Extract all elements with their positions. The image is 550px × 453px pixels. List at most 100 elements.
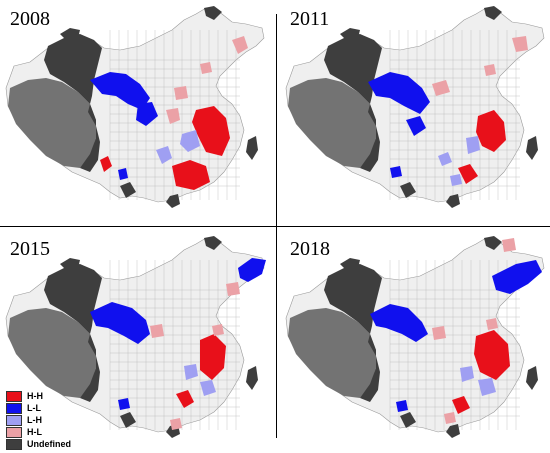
legend-label-undefined: Undefined xyxy=(27,439,71,449)
cluster-hl xyxy=(432,80,450,96)
legend-swatch-undefined xyxy=(6,438,22,450)
undefined-region xyxy=(324,264,382,402)
undefined-region xyxy=(324,34,382,172)
cluster-ll xyxy=(370,304,428,342)
legend-item-undefined: Undefined xyxy=(6,438,71,450)
legend-item-lh: L-H xyxy=(6,414,71,426)
undefined-region xyxy=(484,236,502,250)
cluster-hh xyxy=(172,160,210,190)
map-legend: H-H L-L L-H H-L Undefined xyxy=(6,390,71,450)
legend-item-hl: H-L xyxy=(6,426,71,438)
cluster-ll xyxy=(136,102,158,126)
legend-label-hh: H-H xyxy=(27,391,43,401)
undefined-region xyxy=(44,264,102,402)
map-panel-2015: 2015 xyxy=(0,230,270,452)
legend-swatch-hl xyxy=(6,426,22,438)
cluster-ll xyxy=(90,302,150,344)
map-panel-2018: 2018 xyxy=(280,230,550,452)
tibet-qinghai-region xyxy=(288,308,376,398)
undefined-region xyxy=(60,258,80,270)
cluster-hl xyxy=(174,86,188,100)
cluster-hl xyxy=(484,64,496,76)
map-panel-2008: 2008 xyxy=(0,0,270,222)
undefined-region xyxy=(340,28,360,40)
cluster-lh xyxy=(156,146,172,164)
undefined-region xyxy=(120,182,136,198)
legend-label-hl: H-L xyxy=(27,427,42,437)
map-panel-2011: 2011 xyxy=(280,0,550,222)
cluster-ll xyxy=(118,398,130,410)
cluster-ll xyxy=(238,258,266,282)
undefined-region xyxy=(44,34,102,172)
cluster-hl xyxy=(226,282,240,296)
legend-item-hh: H-H xyxy=(6,390,71,402)
cluster-hl xyxy=(170,418,182,430)
cluster-hl xyxy=(200,62,212,74)
undefined-region xyxy=(526,366,538,390)
legend-label-ll: L-L xyxy=(27,403,41,413)
legend-swatch-lh xyxy=(6,414,22,426)
cluster-ll xyxy=(406,116,426,136)
year-label: 2008 xyxy=(10,8,50,30)
cluster-hl xyxy=(232,36,248,54)
china-map-2015 xyxy=(5,236,266,438)
cluster-hh xyxy=(176,390,194,408)
tibet-qinghai-region xyxy=(8,308,96,398)
cluster-lh xyxy=(466,136,480,154)
cluster-hl xyxy=(150,324,164,338)
cluster-ll xyxy=(90,72,150,110)
china-map-2008 xyxy=(5,6,265,208)
cluster-lh xyxy=(200,380,216,396)
cluster-hh xyxy=(476,110,506,152)
cluster-hl xyxy=(432,326,446,340)
china-map-2018 xyxy=(285,236,545,438)
cluster-hl xyxy=(512,36,528,52)
tibet-qinghai-region xyxy=(288,78,376,168)
undefined-region xyxy=(446,194,460,208)
cluster-lh xyxy=(438,152,452,166)
cluster-lh xyxy=(460,366,474,382)
cluster-hl xyxy=(486,318,498,330)
undefined-region xyxy=(60,28,80,40)
cluster-hh xyxy=(474,330,510,380)
cluster-ll xyxy=(118,168,128,180)
undefined-region xyxy=(446,424,460,438)
year-label: 2018 xyxy=(290,238,330,260)
undefined-region xyxy=(166,194,180,208)
undefined-region xyxy=(400,412,416,428)
undefined-region xyxy=(400,182,416,198)
year-label: 2011 xyxy=(290,8,330,30)
cluster-hh xyxy=(100,156,112,172)
tibet-qinghai-region xyxy=(8,78,96,168)
cluster-hl xyxy=(212,324,224,336)
cluster-ll xyxy=(396,400,408,412)
legend-swatch-hh xyxy=(6,390,22,402)
cluster-hh xyxy=(452,396,470,414)
cluster-hh xyxy=(458,164,478,184)
cluster-ll xyxy=(492,260,542,294)
undefined-region xyxy=(246,366,258,390)
cluster-lh xyxy=(180,130,200,152)
year-label: 2015 xyxy=(10,238,50,260)
legend-item-ll: L-L xyxy=(6,402,71,414)
china-map-2011 xyxy=(285,6,545,208)
cluster-hl xyxy=(502,238,516,252)
cluster-hl xyxy=(166,108,180,124)
undefined-region xyxy=(204,6,222,20)
undefined-region xyxy=(484,6,502,20)
legend-label-lh: L-H xyxy=(27,415,42,425)
legend-swatch-ll xyxy=(6,402,22,414)
undefined-region xyxy=(204,236,222,250)
cluster-lh xyxy=(450,174,462,186)
cluster-hh xyxy=(192,106,230,156)
horizontal-divider xyxy=(0,226,550,227)
undefined-region xyxy=(120,412,136,428)
cluster-ll xyxy=(368,72,430,114)
cluster-lh xyxy=(478,378,496,396)
cluster-lh xyxy=(184,364,198,380)
undefined-region xyxy=(246,136,258,160)
cluster-ll xyxy=(390,166,402,178)
cluster-hl xyxy=(444,412,456,424)
cluster-hh xyxy=(200,334,226,380)
undefined-region xyxy=(340,258,360,270)
